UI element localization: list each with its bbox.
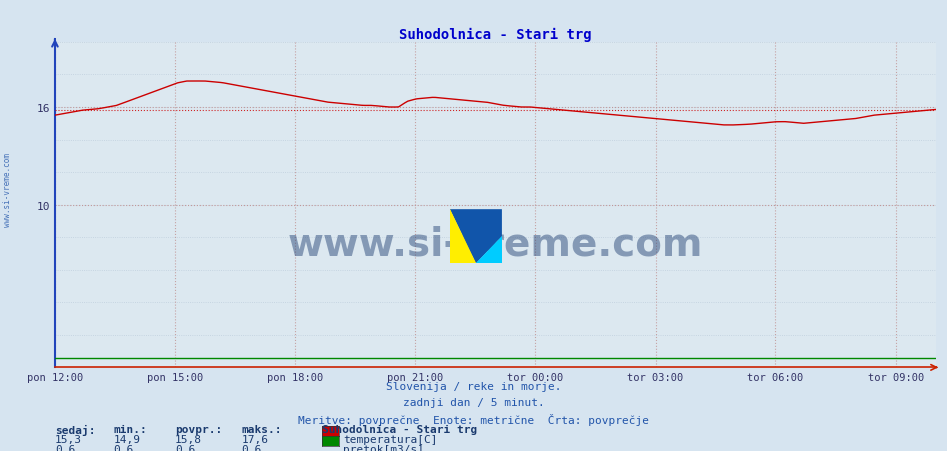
Text: sedaj:: sedaj: [55, 424, 96, 435]
Text: 0,6: 0,6 [114, 444, 134, 451]
Polygon shape [476, 237, 502, 264]
Text: pretok[m3/s]: pretok[m3/s] [343, 444, 424, 451]
Text: Meritve: povprečne  Enote: metrične  Črta: povprečje: Meritve: povprečne Enote: metrične Črta:… [298, 413, 649, 425]
Text: 15,8: 15,8 [175, 434, 203, 444]
Text: Suhodolnica - Stari trg: Suhodolnica - Stari trg [322, 424, 477, 434]
Text: www.si-vreme.com: www.si-vreme.com [3, 152, 12, 226]
Polygon shape [450, 210, 476, 264]
Text: min.:: min.: [114, 424, 148, 434]
Text: 0,6: 0,6 [55, 444, 75, 451]
Text: 17,6: 17,6 [241, 434, 269, 444]
Text: zadnji dan / 5 minut.: zadnji dan / 5 minut. [402, 397, 545, 407]
Text: 0,6: 0,6 [241, 444, 261, 451]
Text: www.si-vreme.com: www.si-vreme.com [288, 225, 703, 263]
Title: Suhodolnica - Stari trg: Suhodolnica - Stari trg [399, 28, 592, 41]
Text: maks.:: maks.: [241, 424, 282, 434]
Text: 14,9: 14,9 [114, 434, 141, 444]
Text: temperatura[C]: temperatura[C] [343, 434, 438, 444]
Text: Slovenija / reke in morje.: Slovenija / reke in morje. [385, 381, 562, 391]
Text: povpr.:: povpr.: [175, 424, 223, 434]
Polygon shape [450, 210, 502, 264]
Text: 15,3: 15,3 [55, 434, 82, 444]
Text: 0,6: 0,6 [175, 444, 195, 451]
